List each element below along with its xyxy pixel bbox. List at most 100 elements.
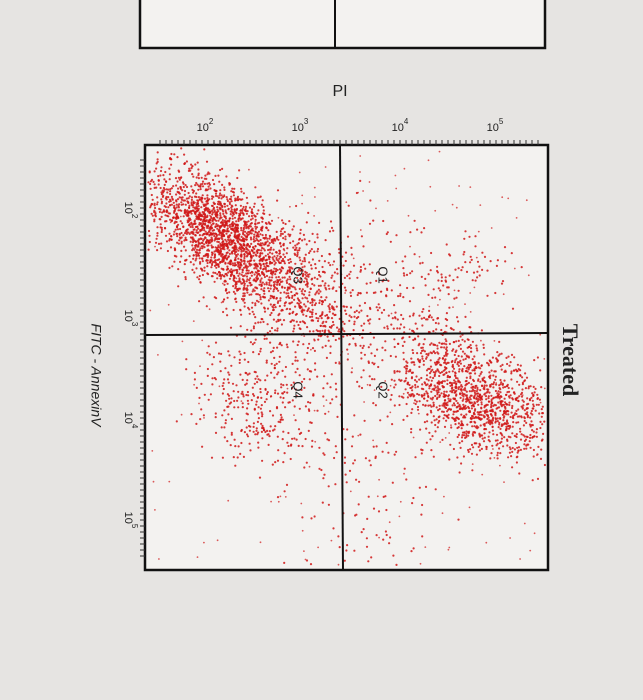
dot bbox=[194, 163, 197, 166]
dot bbox=[218, 233, 221, 236]
dot bbox=[422, 308, 425, 311]
dot bbox=[528, 440, 531, 443]
dot bbox=[305, 280, 309, 283]
dot bbox=[532, 455, 535, 458]
dot bbox=[457, 518, 460, 521]
dot bbox=[497, 390, 500, 393]
dot bbox=[257, 406, 260, 409]
dot bbox=[265, 281, 268, 284]
dot bbox=[276, 279, 279, 282]
dot bbox=[225, 240, 228, 243]
dot bbox=[293, 324, 296, 327]
dot bbox=[259, 298, 262, 301]
dot bbox=[483, 376, 486, 379]
dot bbox=[337, 563, 340, 566]
dot bbox=[292, 240, 295, 243]
dot bbox=[478, 374, 481, 377]
dot bbox=[318, 467, 321, 470]
dot bbox=[286, 289, 289, 292]
dot bbox=[524, 412, 527, 415]
dot bbox=[350, 371, 353, 374]
dot bbox=[221, 414, 224, 417]
dot bbox=[331, 312, 335, 315]
dot bbox=[328, 308, 331, 311]
dot bbox=[226, 199, 229, 203]
tick-label: 102 bbox=[197, 117, 214, 134]
dot bbox=[413, 337, 417, 340]
dot bbox=[444, 317, 447, 321]
dot bbox=[368, 384, 372, 387]
dot bbox=[335, 395, 338, 398]
dot bbox=[195, 207, 198, 210]
dot bbox=[484, 392, 487, 395]
dot bbox=[186, 221, 189, 224]
dot bbox=[423, 381, 426, 384]
dot bbox=[269, 313, 272, 317]
dot bbox=[227, 371, 230, 374]
dot bbox=[458, 368, 461, 371]
dot bbox=[360, 235, 363, 238]
dot bbox=[346, 544, 349, 547]
dot bbox=[472, 378, 475, 381]
dot bbox=[255, 235, 258, 238]
dot bbox=[164, 205, 167, 209]
dot bbox=[401, 344, 404, 347]
dot bbox=[236, 176, 239, 180]
dot bbox=[271, 463, 274, 466]
dot bbox=[280, 309, 283, 312]
dot bbox=[471, 340, 474, 343]
dot bbox=[257, 431, 260, 434]
dot bbox=[185, 368, 188, 371]
dot bbox=[201, 245, 204, 248]
dot bbox=[448, 432, 451, 434]
dot bbox=[247, 360, 250, 364]
dot bbox=[492, 433, 495, 436]
dot bbox=[519, 430, 522, 433]
dot bbox=[504, 406, 507, 409]
dot bbox=[286, 387, 289, 390]
dot bbox=[216, 208, 219, 211]
dot bbox=[174, 177, 178, 180]
dot bbox=[243, 284, 246, 287]
dot bbox=[438, 374, 441, 378]
dot bbox=[324, 299, 327, 302]
dot bbox=[270, 240, 273, 244]
dot bbox=[447, 413, 450, 416]
dot bbox=[486, 403, 489, 406]
dot bbox=[223, 298, 226, 301]
dot bbox=[203, 197, 207, 200]
dot bbox=[421, 535, 424, 538]
dot bbox=[213, 280, 216, 283]
dot bbox=[260, 302, 263, 305]
dot bbox=[281, 401, 284, 404]
dot bbox=[261, 234, 264, 237]
dot bbox=[201, 196, 204, 200]
dot bbox=[154, 241, 158, 244]
dot bbox=[499, 452, 502, 455]
dot bbox=[477, 413, 480, 416]
dot bbox=[291, 296, 294, 299]
dot bbox=[194, 234, 197, 237]
dot bbox=[346, 235, 350, 238]
dot bbox=[330, 373, 333, 376]
dot bbox=[263, 337, 266, 340]
dot bbox=[305, 271, 308, 274]
dot bbox=[222, 268, 225, 271]
dot bbox=[227, 350, 230, 353]
dot bbox=[463, 393, 466, 396]
dot bbox=[487, 397, 490, 400]
dot bbox=[237, 288, 240, 292]
dot bbox=[402, 296, 405, 299]
dot bbox=[219, 214, 222, 217]
dot bbox=[361, 346, 364, 350]
dot bbox=[357, 503, 360, 506]
dot bbox=[305, 221, 308, 224]
dot bbox=[437, 409, 440, 412]
dot bbox=[227, 255, 230, 258]
dot bbox=[475, 344, 478, 347]
dot bbox=[354, 344, 357, 347]
dot bbox=[257, 417, 260, 420]
dot bbox=[371, 378, 374, 381]
dot bbox=[478, 411, 481, 414]
dot bbox=[222, 212, 225, 215]
